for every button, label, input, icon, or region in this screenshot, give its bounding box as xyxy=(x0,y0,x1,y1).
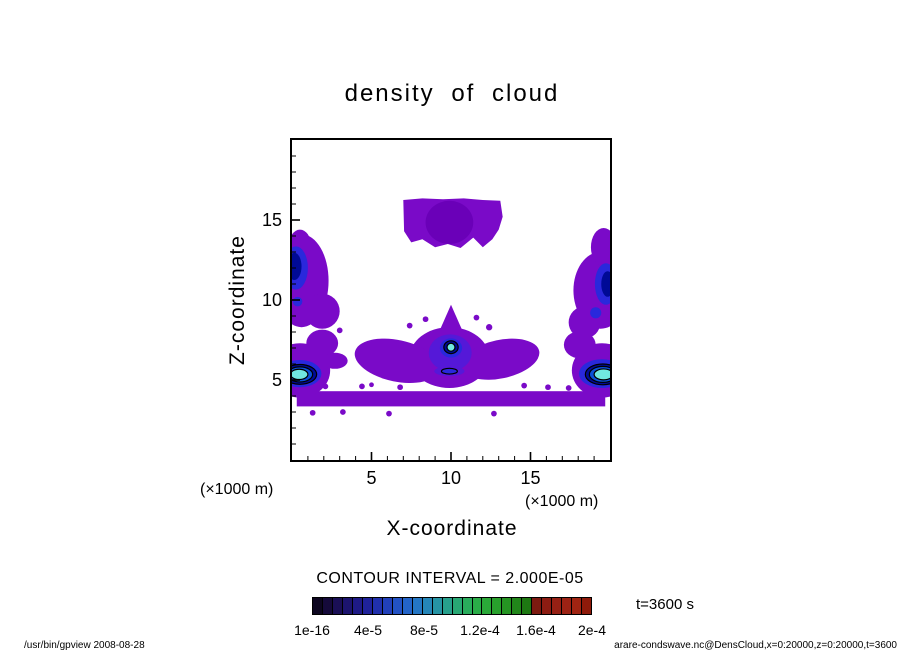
contour-shape xyxy=(485,324,493,331)
colorbar-segment xyxy=(462,598,473,614)
colorbar-segment xyxy=(382,598,393,614)
contour-shape xyxy=(422,316,429,323)
contour-shape xyxy=(322,352,348,369)
contour-shape xyxy=(322,383,329,390)
colorbar-segment xyxy=(402,598,413,614)
contour-plot xyxy=(292,155,610,460)
contour-shape xyxy=(369,382,374,388)
colorbar-tick-label: 4e-5 xyxy=(353,622,383,638)
colorbar-segment xyxy=(342,598,353,614)
x-tick-label: 15 xyxy=(520,468,541,488)
x-tick-label: 5 xyxy=(366,468,377,488)
colorbar-tick-label: 2e-4 xyxy=(577,622,607,638)
contour-shape xyxy=(306,329,339,357)
contour-shape xyxy=(292,368,309,381)
colorbar-segment xyxy=(492,598,503,614)
time-label: t=3600 s xyxy=(636,596,694,613)
colorbar-segment xyxy=(332,598,343,614)
contour-shape xyxy=(386,410,392,417)
contour-shape xyxy=(521,382,528,389)
contour-shape xyxy=(292,296,303,307)
contour-shape xyxy=(340,409,346,415)
contour-shape xyxy=(309,409,316,416)
contour-shape xyxy=(563,331,596,359)
colorbar-tick-label: 8e-5 xyxy=(409,622,439,638)
contour-shape xyxy=(304,293,340,329)
colorbar-segment xyxy=(322,598,333,614)
contour-shape xyxy=(461,338,540,380)
plot-area xyxy=(290,138,612,462)
contour-shape xyxy=(397,384,403,391)
contour-shape xyxy=(406,322,413,329)
colorbar-segment xyxy=(422,598,433,614)
colorbar-segment xyxy=(582,598,592,614)
colorbar-segment xyxy=(352,598,363,614)
colorbar-segment xyxy=(482,598,493,614)
colorbar-segment xyxy=(472,598,483,614)
x-axis-unit: (×1000 m) xyxy=(525,493,599,510)
contour-shape xyxy=(473,314,480,321)
x-axis-label: X-coordinate xyxy=(386,517,518,540)
contour-shape xyxy=(590,307,602,319)
contour-shape xyxy=(590,228,610,267)
colorbar-segment xyxy=(522,598,533,614)
colorbar-segment xyxy=(512,598,523,614)
y-tick-label: 10 xyxy=(261,290,282,310)
colorbar-segment xyxy=(372,598,383,614)
contour-interval-note: CONTOUR INTERVAL = 2.000E-05 xyxy=(316,570,584,587)
contour-shape xyxy=(354,338,440,384)
colorbar-segment xyxy=(542,598,553,614)
colorbar-segment xyxy=(442,598,453,614)
y-axis-unit: (×1000 m) xyxy=(200,481,274,498)
colorbar-segment xyxy=(572,598,583,614)
contour-shape xyxy=(292,252,302,280)
colorbar-segment xyxy=(532,598,543,614)
colorbar-segment xyxy=(432,598,443,614)
colorbar xyxy=(312,597,592,615)
contour-shape xyxy=(440,367,458,375)
colorbar-segment xyxy=(452,598,463,614)
colorbar-segment xyxy=(313,598,323,614)
colorbar-segment xyxy=(362,598,373,614)
contour-shape xyxy=(425,200,474,244)
contour-shape xyxy=(359,383,365,390)
colorbar-segment xyxy=(412,598,423,614)
contour-shape xyxy=(446,342,456,352)
colorbar-tick-label: 1.2e-4 xyxy=(460,622,500,638)
contour-shape xyxy=(601,271,610,297)
contour-shape xyxy=(491,410,497,417)
footer-program-date: /usr/bin/gpview 2008-08-28 xyxy=(24,640,145,651)
contour-shape xyxy=(593,368,610,381)
chart-title: density of cloud xyxy=(344,80,560,107)
colorbar-segment xyxy=(552,598,563,614)
footer-datasource: arare-condswave.nc@DensCloud,x=0:20000,z… xyxy=(614,640,897,651)
colorbar-segment xyxy=(502,598,513,614)
colorbar-tick-label: 1.6e-4 xyxy=(516,622,556,638)
contour-shape xyxy=(565,385,572,391)
colorbar-segment xyxy=(562,598,573,614)
y-tick-label: 5 xyxy=(271,370,282,390)
contour-shape xyxy=(438,304,464,334)
colorbar-segment xyxy=(392,598,403,614)
contour-shape xyxy=(545,384,551,391)
y-tick-label: 15 xyxy=(261,210,282,230)
contour-shape xyxy=(336,327,343,334)
colorbar-tick-label: 1e-16 xyxy=(294,622,330,638)
x-tick-label: 10 xyxy=(440,468,462,488)
contour-shape xyxy=(296,391,606,407)
